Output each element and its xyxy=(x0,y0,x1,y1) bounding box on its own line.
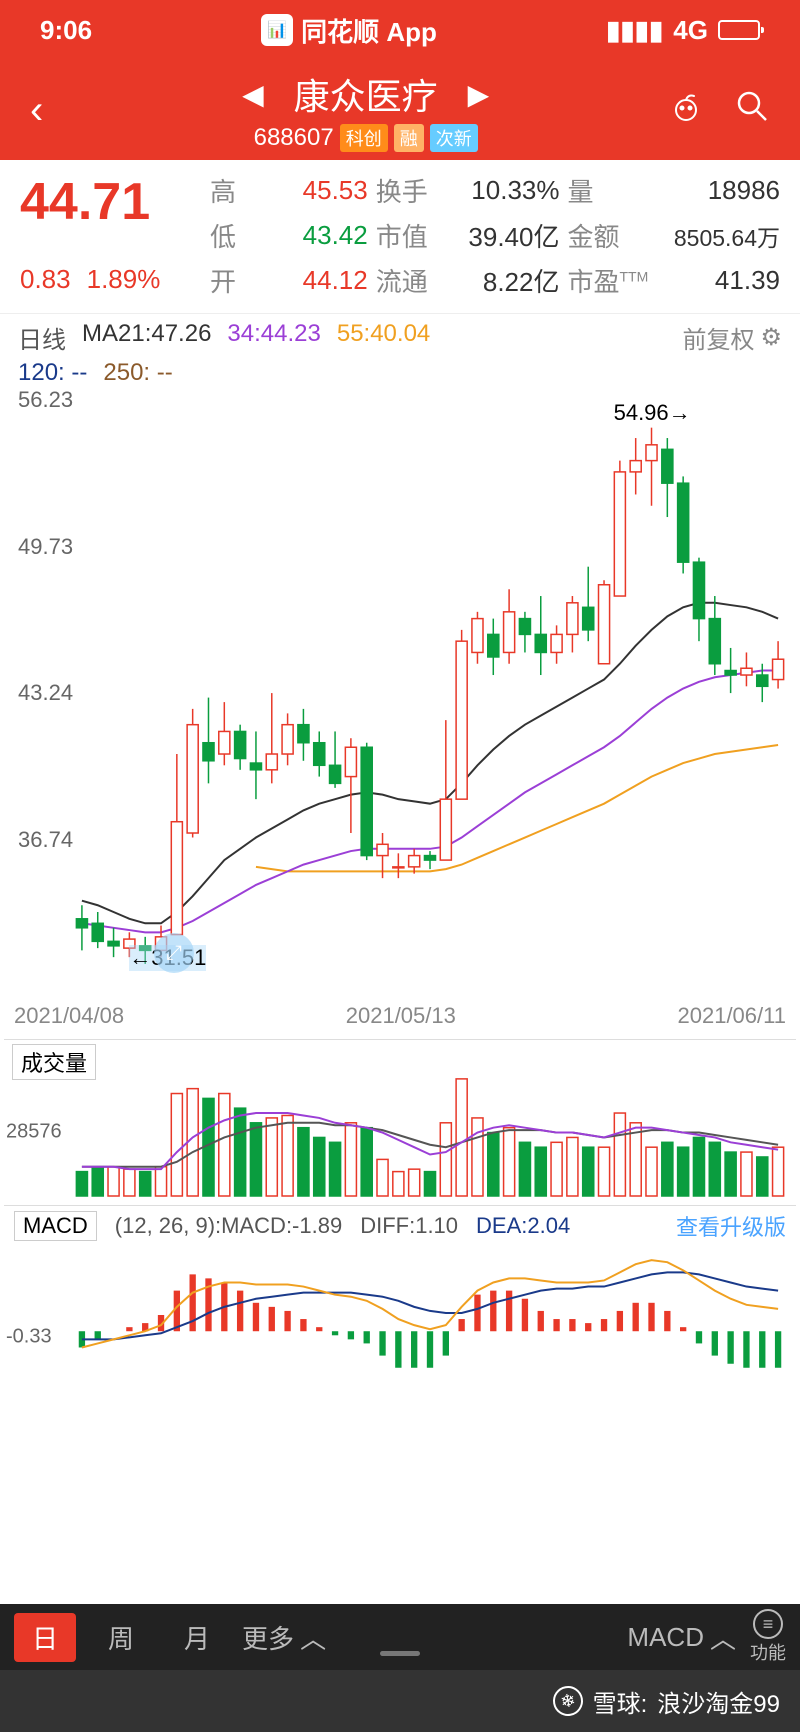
svg-text:-0.33: -0.33 xyxy=(6,1325,52,1347)
badge-kechuang: 科创 xyxy=(340,124,388,152)
macd-diff: DIFF:1.10 xyxy=(360,1213,458,1239)
label-float: 流通 xyxy=(376,262,428,299)
macd-dea: DEA:2.04 xyxy=(476,1213,570,1239)
ma120-label: 120: -- xyxy=(18,359,87,387)
period-label: 日线 xyxy=(18,320,66,355)
price-change-pct: 1.89% xyxy=(87,264,161,295)
app-icon: 📊 xyxy=(261,14,293,46)
high-annotation: 54.96→ xyxy=(614,400,691,426)
stock-code: 688607 xyxy=(254,124,334,152)
candlestick-chart[interactable]: 56.2349.7343.2436.74 54.96→ ←31.51 ⤢ xyxy=(4,389,796,1001)
tab-day[interactable]: 日 xyxy=(14,1613,76,1662)
value-low: 43.42 xyxy=(244,220,368,251)
prev-stock-button[interactable]: ◀ xyxy=(242,78,264,111)
date-start: 2021/04/08 xyxy=(14,1003,124,1029)
badge-cixin: 次新 xyxy=(430,124,478,152)
svg-text:56.23: 56.23 xyxy=(18,389,73,412)
status-right: ▮▮▮▮ 4G xyxy=(606,15,760,46)
value-turnover: 10.33% xyxy=(436,175,560,206)
label-turnover: 换手 xyxy=(376,172,428,209)
value-pe: 41.39 xyxy=(656,265,780,296)
watermark-user: 浪沙淘金99 xyxy=(657,1684,780,1719)
ma250-label: 250: -- xyxy=(103,359,172,387)
value-mcap: 39.40亿 xyxy=(436,217,560,254)
watermark-source: 雪球: xyxy=(593,1684,648,1719)
volume-chart[interactable]: 成交量 28576 xyxy=(4,1039,796,1199)
svg-text:36.74: 36.74 xyxy=(18,827,73,852)
badge-rong: 融 xyxy=(394,124,424,152)
battery-icon xyxy=(718,20,760,40)
expand-button[interactable]: ⤢ xyxy=(154,933,194,973)
nav-bar: ‹ ◀ 康众医疗 ▶ 688607 科创 融 次新 xyxy=(0,60,800,160)
ma21-label: MA21:47.26 xyxy=(82,320,211,355)
svg-text:49.73: 49.73 xyxy=(18,534,73,559)
robot-icon[interactable] xyxy=(668,88,704,133)
value-open: 44.12 xyxy=(244,265,368,296)
date-mid: 2021/05/13 xyxy=(346,1003,456,1029)
next-stock-button[interactable]: ▶ xyxy=(468,78,490,111)
function-button[interactable]: ≡ 功能 xyxy=(750,1609,786,1665)
macd-params: (12, 26, 9):MACD:-1.89 xyxy=(115,1213,342,1239)
home-indicator xyxy=(380,1651,420,1656)
date-end: 2021/06/11 xyxy=(678,1003,786,1029)
network-label: 4G xyxy=(673,15,708,46)
chevron-up-icon: ︿ xyxy=(300,1619,326,1656)
value-volume: 18986 xyxy=(656,175,780,206)
status-app: 📊 同花顺 App xyxy=(261,12,437,49)
adjust-button[interactable]: 前复权⚙ xyxy=(682,320,782,355)
volume-label: 成交量 xyxy=(12,1044,96,1080)
label-low: 低 xyxy=(210,217,236,254)
app-name-label: 同花顺 App xyxy=(301,12,437,49)
stock-name: 康众医疗 xyxy=(294,68,438,120)
xueqiu-icon: ❄ xyxy=(550,1684,585,1719)
tab-more[interactable]: 更多︿ xyxy=(242,1619,326,1656)
tab-month[interactable]: 月 xyxy=(166,1613,228,1662)
tab-week[interactable]: 周 xyxy=(90,1613,152,1662)
indicator-selector[interactable]: MACD︿ xyxy=(627,1619,736,1656)
label-pe: 市盈TTM xyxy=(567,262,648,299)
bottom-toolbar: 日 周 月 更多︿ MACD︿ ≡ 功能 xyxy=(0,1604,800,1670)
upgrade-link[interactable]: 查看升级版 xyxy=(676,1210,786,1242)
watermark: ❄ 雪球: 浪沙淘金99 xyxy=(0,1670,800,1732)
gear-icon: ⚙ xyxy=(760,323,782,352)
label-high: 高 xyxy=(210,172,236,209)
back-button[interactable]: ‹ xyxy=(20,88,63,133)
chevron-up-icon: ︿ xyxy=(710,1619,736,1656)
ma-indicator-bar: 日线 MA21:47.26 34:44.23 55:40.04 前复权⚙ 120… xyxy=(0,313,800,389)
current-price: 44.71 xyxy=(20,172,210,232)
macd-label: MACD xyxy=(14,1211,97,1241)
price-change: 0.83 xyxy=(20,264,71,295)
menu-icon: ≡ xyxy=(753,1609,783,1639)
label-mcap: 市值 xyxy=(376,217,428,254)
signal-icon: ▮▮▮▮ xyxy=(606,15,663,46)
label-amount: 金额 xyxy=(567,217,648,254)
search-icon[interactable] xyxy=(734,88,770,133)
value-amount: 8505.64万 xyxy=(656,219,780,253)
macd-chart[interactable]: MACD (12, 26, 9):MACD:-1.89 DIFF:1.10 DE… xyxy=(4,1205,796,1375)
value-float: 8.22亿 xyxy=(436,262,560,299)
label-volume: 量 xyxy=(567,172,648,209)
label-open: 开 xyxy=(210,262,236,299)
quote-panel: 44.71 0.83 1.89% 高45.53 换手10.33% 量18986 … xyxy=(0,160,800,313)
date-axis: 2021/04/08 2021/05/13 2021/06/11 xyxy=(0,1001,800,1035)
value-high: 45.53 xyxy=(244,175,368,206)
svg-text:43.24: 43.24 xyxy=(18,680,73,705)
ma55-label: 55:40.04 xyxy=(337,320,430,355)
svg-text:28576: 28576 xyxy=(6,1120,62,1142)
status-time: 9:06 xyxy=(40,15,92,46)
ma34-label: 34:44.23 xyxy=(227,320,320,355)
status-bar: 9:06 📊 同花顺 App ▮▮▮▮ 4G xyxy=(0,0,800,60)
